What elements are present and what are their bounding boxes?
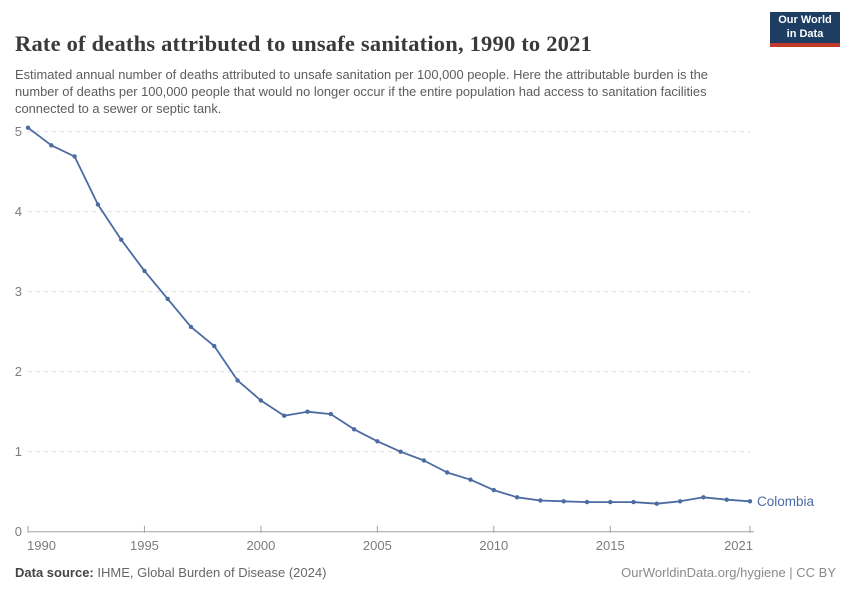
data-point[interactable] [212,343,217,349]
data-point[interactable] [398,449,403,454]
x-axis-tick-label: 2010 [479,538,508,553]
x-axis-tick-label: 2021 [724,538,753,553]
data-point[interactable] [538,498,543,503]
data-point[interactable] [421,458,427,463]
data-source: Data source: IHME, Global Burden of Dise… [15,565,326,580]
data-point[interactable] [677,499,683,504]
credit-link[interactable]: OurWorldinData.org/hygiene | CC BY [621,565,836,580]
data-point[interactable] [631,499,636,505]
data-point[interactable] [282,413,287,418]
x-axis-tick-label: 1995 [130,538,159,553]
data-point[interactable] [95,202,101,207]
data-point[interactable] [305,409,310,414]
data-point[interactable] [142,268,147,274]
data-point[interactable] [351,427,357,432]
data-point[interactable] [654,501,659,506]
data-point[interactable] [188,324,194,330]
chart-subtitle: Estimated annual number of deaths attrib… [15,66,708,117]
page-title: Rate of deaths attributed to unsafe sani… [15,31,592,57]
data-point[interactable] [258,398,264,403]
x-axis-tick-label: 2015 [596,538,625,553]
chart-footer: Data source: IHME, Global Burden of Dise… [15,565,836,580]
y-axis-tick-label: 3 [15,284,22,299]
y-axis-tick-label: 4 [15,204,22,219]
data-point[interactable] [375,439,380,444]
data-point[interactable] [468,477,473,482]
data-point[interactable] [25,125,31,130]
y-axis-tick-label: 1 [15,444,22,459]
x-axis-tick-label: 2000 [246,538,275,553]
data-point[interactable] [701,495,706,500]
owid-logo-line2: in Data [786,27,824,40]
data-point[interactable] [491,487,496,493]
x-axis-tick-label: 2005 [363,538,392,553]
data-source-text: IHME, Global Burden of Disease (2024) [93,565,327,580]
data-point[interactable] [608,499,613,505]
owid-logo[interactable]: Our World in Data [770,12,840,47]
data-point[interactable] [72,154,77,159]
data-point[interactable] [514,495,520,500]
data-point[interactable] [328,411,333,417]
data-source-label: Data source: [15,565,94,580]
data-point[interactable] [165,296,170,302]
owid-logo-line1: Our World [778,13,832,26]
data-point[interactable] [584,499,590,505]
data-point[interactable] [235,378,240,383]
data-point[interactable] [49,143,54,148]
y-axis-tick-label: 2 [15,364,22,379]
data-point[interactable] [445,470,450,475]
x-axis-tick-label: 1990 [27,538,56,553]
trend-line [27,126,751,505]
y-axis-tick-label: 0 [15,524,22,539]
data-point[interactable] [747,499,753,504]
y-axis-tick-label: 5 [15,124,22,139]
data-point[interactable] [119,237,124,242]
data-point[interactable] [561,499,566,504]
data-point[interactable] [724,497,729,502]
series-end-label: Colombia [757,494,815,509]
